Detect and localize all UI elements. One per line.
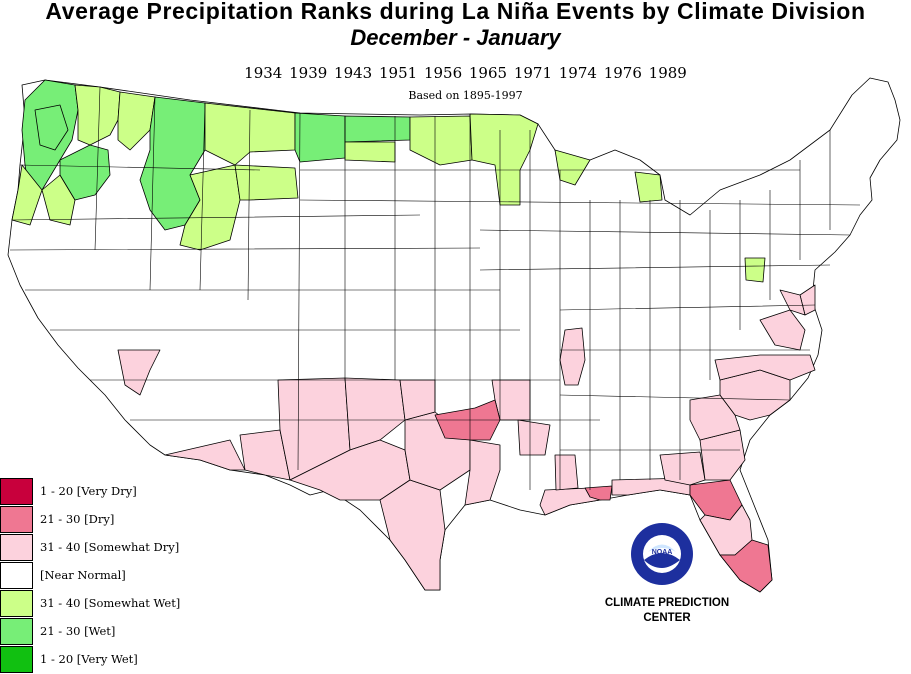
event-years: 1934 1939 1943 1951 1956 1965 1971 1974 … <box>244 64 687 82</box>
legend-item-dry: 21 - 30 [Dry] <box>0 506 300 534</box>
legend-swatch <box>0 534 33 561</box>
legend-swatch <box>0 618 33 645</box>
legend-swatch <box>0 590 33 617</box>
division-somewhat-wet <box>409 115 473 166</box>
legend-item-near-normal: [Near Normal] <box>0 562 300 590</box>
division-somewhat-wet <box>11 164 43 226</box>
legend-label: 1 - 20 [Very Wet] <box>40 652 138 666</box>
legend-item-somewhat-dry: 31 - 40 [Somewhat Dry] <box>0 534 300 562</box>
legend-item-somewhat-wet: 31 - 40 [Somewhat Wet] <box>0 590 300 618</box>
division-somewhat-dry <box>344 377 406 451</box>
map-title: Average Precipitation Ranks during La Ni… <box>45 0 866 24</box>
map-subtitle: December - January <box>350 25 561 50</box>
division-somewhat-dry <box>164 439 246 471</box>
noaa-logo-text: NOAA <box>652 549 673 556</box>
division-wet <box>34 104 69 151</box>
legend-label: 1 - 20 [Very Dry] <box>40 484 137 498</box>
legend-label: 21 - 30 [Dry] <box>40 512 115 526</box>
division-somewhat-dry <box>759 309 806 351</box>
legend-swatch <box>0 506 33 533</box>
division-somewhat-wet <box>469 113 539 206</box>
division-somewhat-wet <box>634 171 663 203</box>
legend-item-very-dry: 1 - 20 [Very Dry] <box>0 478 300 506</box>
division-somewhat-dry <box>517 419 551 456</box>
legend-label: [Near Normal] <box>40 568 126 582</box>
division-somewhat-dry <box>779 289 806 316</box>
division-somewhat-wet <box>344 141 396 163</box>
legend-label: 31 - 40 [Somewhat Wet] <box>40 596 181 610</box>
legend-swatch <box>0 478 33 505</box>
legend-swatch <box>0 562 33 589</box>
legend-item-very-wet: 1 - 20 [Very Wet] <box>0 646 300 674</box>
legend-swatch <box>0 646 33 673</box>
credit: CLIMATE PREDICTION CENTER <box>582 596 752 626</box>
division-somewhat-dry <box>554 454 579 491</box>
division-dry <box>584 485 613 501</box>
division-somewhat-wet <box>234 164 299 201</box>
division-somewhat-dry <box>714 354 816 381</box>
division-somewhat-wet <box>41 174 76 226</box>
division-somewhat-wet <box>744 257 766 283</box>
division-wet <box>294 112 346 163</box>
credit-line-1: CLIMATE PREDICTION <box>604 597 730 609</box>
division-somewhat-dry <box>379 479 446 591</box>
division-wet <box>344 115 411 143</box>
noaa-logo: NOAA <box>631 523 693 585</box>
legend-label: 31 - 40 [Somewhat Dry] <box>40 540 180 554</box>
legend-item-wet: 21 - 30 [Wet] <box>0 618 300 646</box>
legend-label: 21 - 30 [Wet] <box>40 624 116 638</box>
division-somewhat-wet <box>74 84 121 146</box>
division-somewhat-dry <box>239 429 291 481</box>
division-somewhat-dry <box>659 451 706 486</box>
credit-line-2: CENTER <box>643 612 691 624</box>
base-period-note: Based on 1895-1997 <box>408 89 523 102</box>
division-boundaries <box>9 86 861 490</box>
division-somewhat-dry <box>117 349 161 396</box>
division-dry <box>719 539 773 593</box>
